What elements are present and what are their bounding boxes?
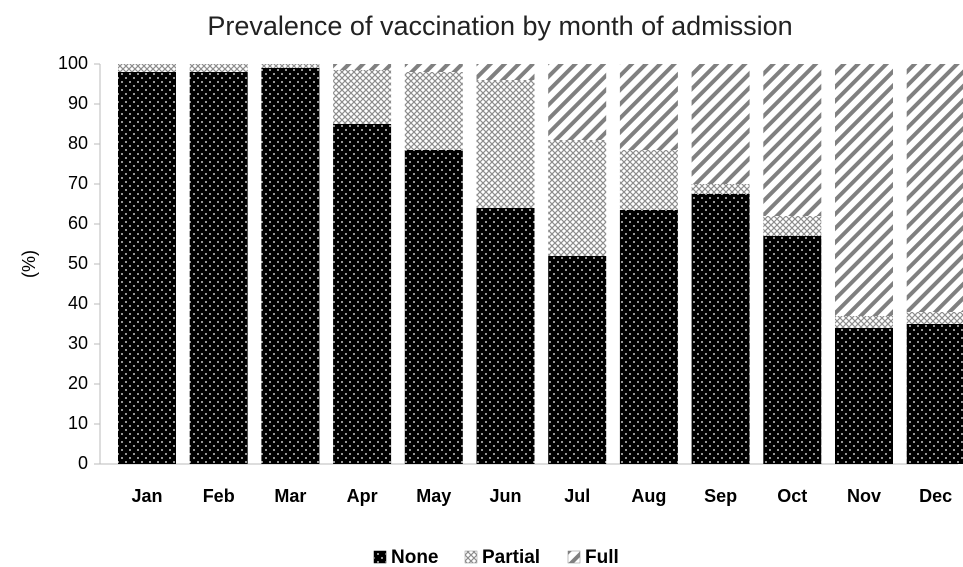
bar-segment xyxy=(476,208,535,464)
x-tick-label: May xyxy=(416,486,451,506)
bar-segment xyxy=(476,64,535,80)
y-tick-label: 50 xyxy=(68,253,88,273)
y-tick-label: 100 xyxy=(58,53,88,73)
bar-segment xyxy=(619,150,678,210)
y-tick-label: 80 xyxy=(68,133,88,153)
bar-segment xyxy=(548,64,607,140)
x-tick-label: Jan xyxy=(131,486,162,506)
bar-segment xyxy=(476,80,535,208)
y-tick-label: 0 xyxy=(78,453,88,473)
y-tick-label: 40 xyxy=(68,293,88,313)
x-tick-label: Dec xyxy=(919,486,952,506)
bar-segment xyxy=(404,72,463,150)
bar-segment xyxy=(548,140,607,256)
legend-swatch xyxy=(464,550,478,564)
bar-segment xyxy=(835,316,893,328)
bar-segment xyxy=(906,312,963,324)
x-tick-label: Jul xyxy=(564,486,590,506)
bar-segment xyxy=(691,194,750,464)
bar-segment xyxy=(835,328,893,464)
x-tick-label: Oct xyxy=(777,486,807,506)
bar-segment xyxy=(189,64,248,72)
y-axis-label: (%) xyxy=(19,250,39,278)
bar-segment xyxy=(835,64,893,316)
y-tick-label: 70 xyxy=(68,173,88,193)
x-tick-label: Nov xyxy=(847,486,881,506)
legend-swatch xyxy=(567,550,581,564)
bar-segment xyxy=(118,64,176,72)
chart-title: Prevalence of vaccination by month of ad… xyxy=(207,11,792,41)
x-tick-label: Mar xyxy=(274,486,306,506)
y-tick-label: 30 xyxy=(68,333,88,353)
legend-label: None xyxy=(391,547,439,567)
bar-segment xyxy=(333,124,392,464)
bar-segment xyxy=(333,64,392,70)
bar-segment xyxy=(691,184,750,194)
bar-segment xyxy=(404,150,463,464)
x-tick-label: Sep xyxy=(704,486,737,506)
x-tick-label: Jun xyxy=(489,486,521,506)
bar-segment xyxy=(404,64,463,72)
x-tick-label: Apr xyxy=(347,486,378,506)
y-tick-label: 10 xyxy=(68,413,88,433)
x-tick-label: Aug xyxy=(631,486,666,506)
bar-segment xyxy=(333,70,392,124)
legend-swatch xyxy=(373,550,387,564)
y-tick-label: 60 xyxy=(68,213,88,233)
bar-segment xyxy=(189,72,248,464)
y-tick-label: 90 xyxy=(68,93,88,113)
bar-segment xyxy=(261,64,320,68)
bar-segment xyxy=(906,324,963,464)
bar-segment xyxy=(906,64,963,312)
bar-segment xyxy=(548,256,607,464)
bar-segment xyxy=(763,64,822,216)
bar-segment xyxy=(691,64,750,184)
legend-label: Full xyxy=(585,547,619,567)
x-tick-label: Feb xyxy=(203,486,235,506)
bar-segment xyxy=(763,216,822,236)
bar-segment xyxy=(619,210,678,464)
bar-segment xyxy=(261,68,320,464)
y-tick-label: 20 xyxy=(68,373,88,393)
bar-segment xyxy=(619,64,678,150)
bar-segment xyxy=(118,72,176,464)
bar-segment xyxy=(763,236,822,464)
legend-label: Partial xyxy=(482,547,540,567)
